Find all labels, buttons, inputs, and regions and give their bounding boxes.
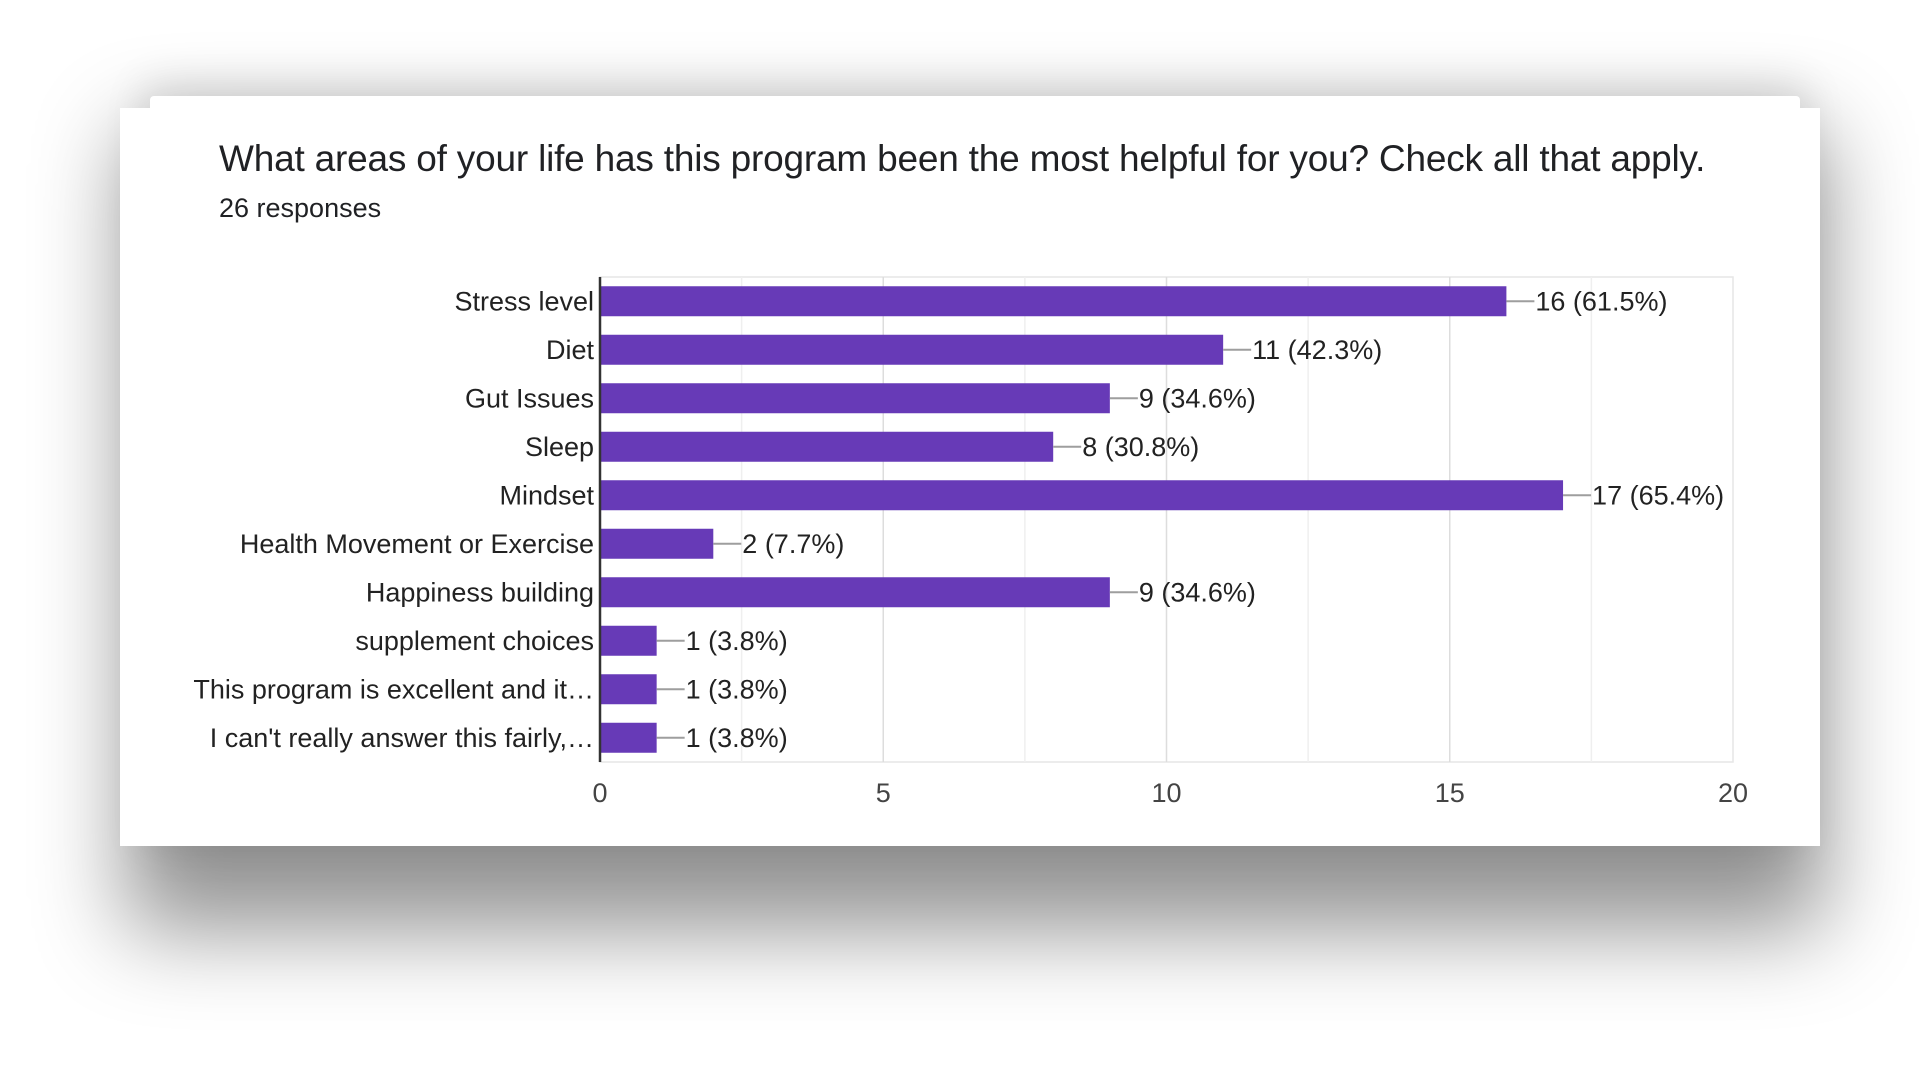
bar [600,286,1507,317]
x-tick-label: 10 [1151,778,1181,808]
value-label: 8 (30.8%) [1082,432,1199,462]
bar [600,674,657,705]
value-label: 11 (42.3%) [1252,335,1382,365]
value-label: 16 (61.5%) [1535,286,1667,316]
category-label: Stress level [454,286,594,316]
category-label: This program is excellent and it… [193,674,594,704]
category-label: Diet [546,335,595,365]
value-label: 2 (7.7%) [742,529,844,559]
category-label: Happiness building [366,577,594,607]
chart-card: What areas of your life has this program… [120,108,1820,846]
category-label: Gut Issues [465,383,594,413]
category-label: Health Movement or Exercise [240,529,594,559]
category-label: supplement choices [355,626,594,656]
bar [600,528,714,559]
category-label: I can't really answer this fairly,… [210,723,594,753]
x-tick-label: 0 [592,778,607,808]
x-tick-label: 20 [1718,778,1748,808]
category-label: Sleep [525,432,594,462]
value-label: 1 (3.8%) [686,626,788,656]
bar [600,383,1110,414]
bar [600,334,1224,365]
value-label: 17 (65.4%) [1592,480,1724,510]
response-count: 26 responses [219,193,382,223]
value-label: 9 (34.6%) [1139,577,1256,607]
bar [600,577,1110,608]
value-label: 1 (3.8%) [686,723,788,753]
category-label: Mindset [499,480,594,510]
x-tick-label: 15 [1435,778,1465,808]
bar [600,480,1564,511]
bar [600,722,657,753]
bar [600,625,657,656]
bar-chart: 16 (61.5%) Stress level 11 (42.3%) Diet 9 (3… [193,276,1748,808]
chart-title: What areas of your life has this program… [219,138,1706,179]
value-label: 1 (3.8%) [686,674,788,704]
value-label: 9 (34.6%) [1139,383,1256,413]
bar [600,431,1054,462]
x-tick-label: 5 [876,778,891,808]
